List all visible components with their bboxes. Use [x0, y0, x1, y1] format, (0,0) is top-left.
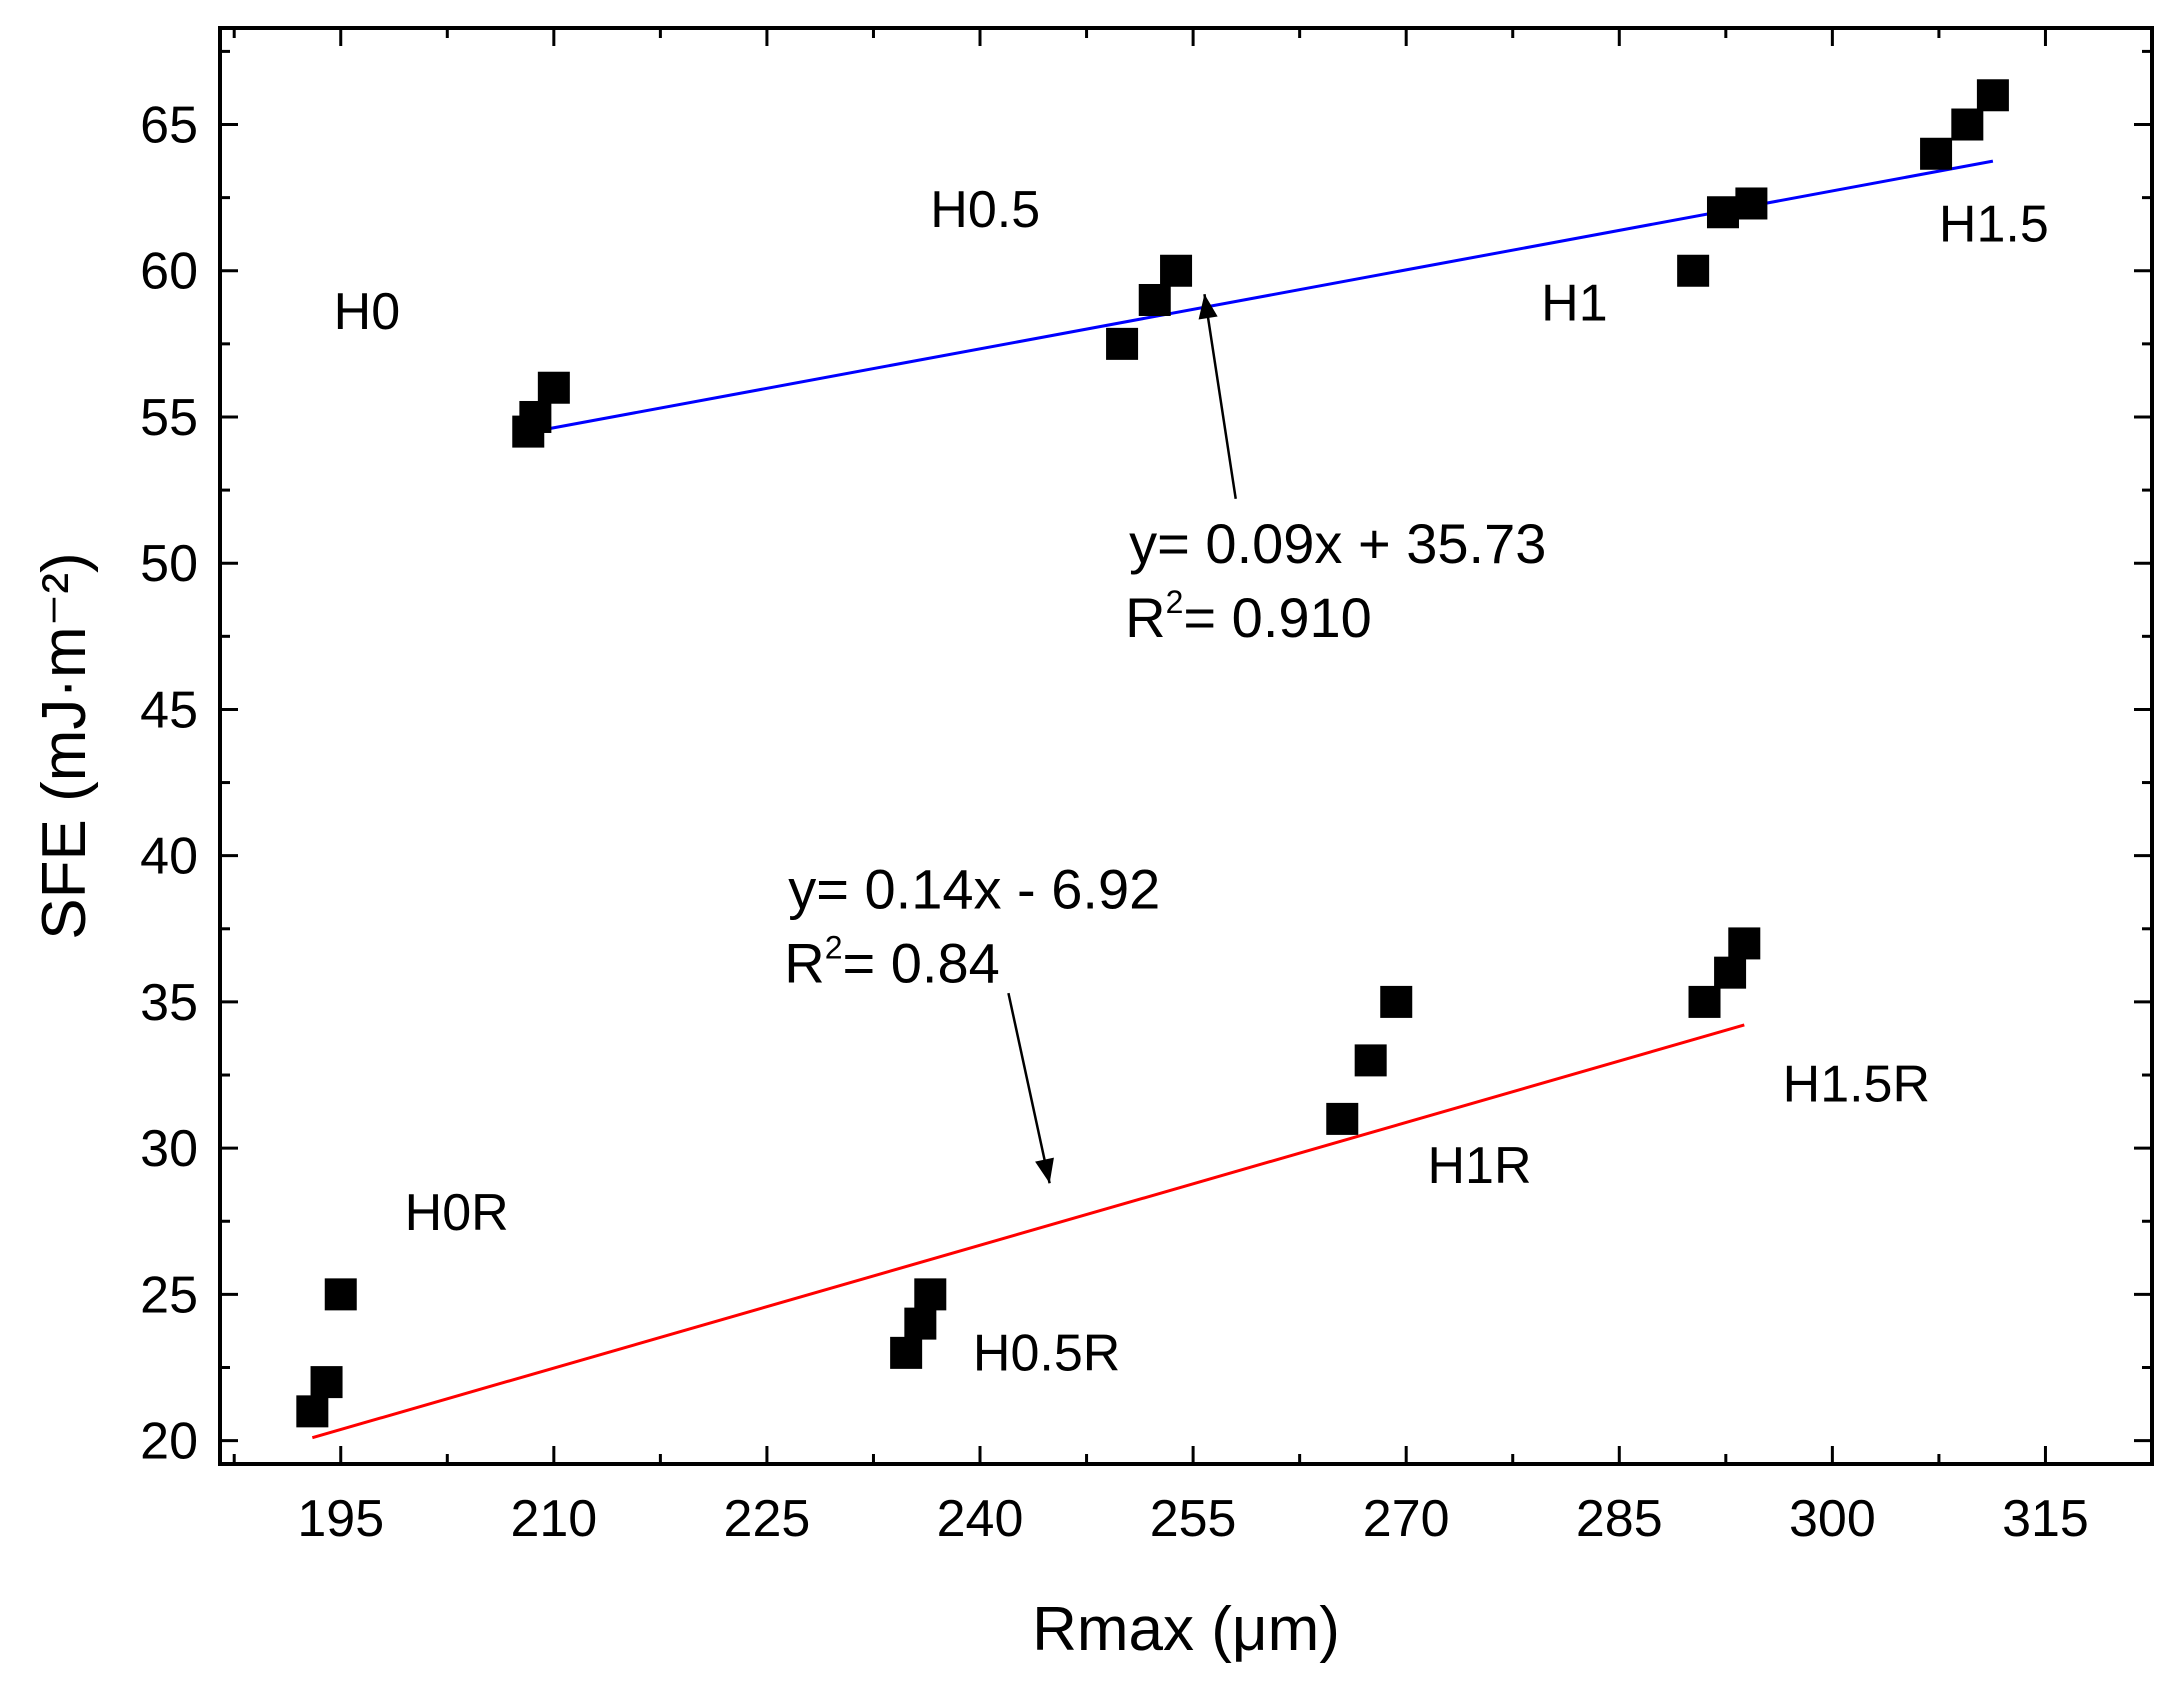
point-label: H0R [405, 1184, 509, 1242]
data-point [1326, 1102, 1359, 1135]
point-label: H1R [1428, 1137, 1532, 1195]
data-point [914, 1278, 947, 1311]
annotation-arrow [1007, 992, 1051, 1184]
point-label: H0.5 [930, 181, 1040, 239]
fit-equation: y= 0.14x - 6.92 [788, 857, 1160, 920]
y-tick-label: 30 [140, 1120, 198, 1178]
point-labels: H0 H0.5 H1 H1.5 H0R H0.5R H1R H1.5R [334, 181, 2049, 1383]
data-point [1714, 956, 1747, 989]
fit-lines [311, 159, 1994, 1440]
data-point [1976, 79, 2009, 112]
data-point [1160, 254, 1193, 287]
data-points [296, 79, 2009, 1428]
annotations: y= 0.09x + 35.73 R2= 0.910 y= 0.14x - 6.92… [784, 293, 1546, 1184]
x-tick-label: 255 [1150, 1490, 1237, 1548]
x-tick-label: 270 [1363, 1490, 1450, 1548]
x-tick-label: 240 [937, 1490, 1024, 1548]
r-squared: R2= 0.84 [784, 929, 1000, 994]
data-point [1688, 985, 1721, 1018]
data-point [1920, 137, 1953, 170]
point-label: H1.5R [1783, 1055, 1930, 1113]
point-label: H0.5R [973, 1324, 1120, 1382]
data-point [1728, 927, 1761, 960]
x-tick-label: 300 [1789, 1490, 1876, 1548]
fit-line-R [311, 1023, 1745, 1440]
x-tick-label: 195 [297, 1490, 384, 1548]
x-axis-title: Rmax (μm) [1032, 1595, 1340, 1664]
y-tick-label: 45 [140, 681, 198, 739]
point-label: H0 [334, 283, 400, 341]
y-axis-title: SFE (mJ·m⁻²) [30, 552, 99, 939]
data-point [890, 1336, 923, 1369]
data-point [1951, 108, 1984, 141]
fit-equation: y= 0.09x + 35.73 [1129, 512, 1546, 575]
x-tick-label: 225 [724, 1490, 811, 1548]
data-point [1354, 1044, 1387, 1077]
annotation-arrow [1203, 293, 1237, 500]
y-tick-label: 60 [140, 243, 198, 301]
data-point [324, 1278, 357, 1311]
annotation-arrowhead [1035, 1157, 1054, 1184]
x-axis-ticks: 195 210 225 240 255 270 285 300 315 [232, 28, 2089, 1548]
y-tick-label: 20 [140, 1413, 198, 1471]
data-point [537, 371, 570, 404]
data-point [519, 400, 552, 433]
annotation-arrowhead [1198, 294, 1218, 320]
point-label: H1 [1541, 274, 1607, 332]
data-point [1138, 283, 1171, 316]
y-tick-label: 35 [140, 974, 198, 1032]
x-tick-label: 285 [1576, 1490, 1663, 1548]
data-point [296, 1395, 329, 1428]
data-point [1677, 254, 1710, 287]
data-point [1380, 985, 1413, 1018]
data-point [1735, 187, 1768, 220]
y-tick-label: 65 [140, 97, 198, 155]
plot-frame [218, 26, 2154, 1466]
y-axis-ticks: 20 25 30 35 40 45 50 55 60 65 [140, 49, 2152, 1471]
x-tick-label: 210 [510, 1490, 597, 1548]
fit-line-untreated [527, 159, 1994, 435]
data-point [1106, 327, 1139, 360]
x-tick-label: 315 [2002, 1490, 2089, 1548]
point-label: H1.5 [1939, 195, 2049, 253]
y-tick-label: 50 [140, 535, 198, 593]
y-tick-label: 55 [140, 389, 198, 447]
y-tick-label: 40 [140, 828, 198, 886]
y-tick-label: 25 [140, 1266, 198, 1324]
data-point [310, 1366, 343, 1399]
data-point [1706, 196, 1739, 229]
data-point [904, 1307, 937, 1340]
r-squared: R2= 0.910 [1125, 584, 1372, 649]
